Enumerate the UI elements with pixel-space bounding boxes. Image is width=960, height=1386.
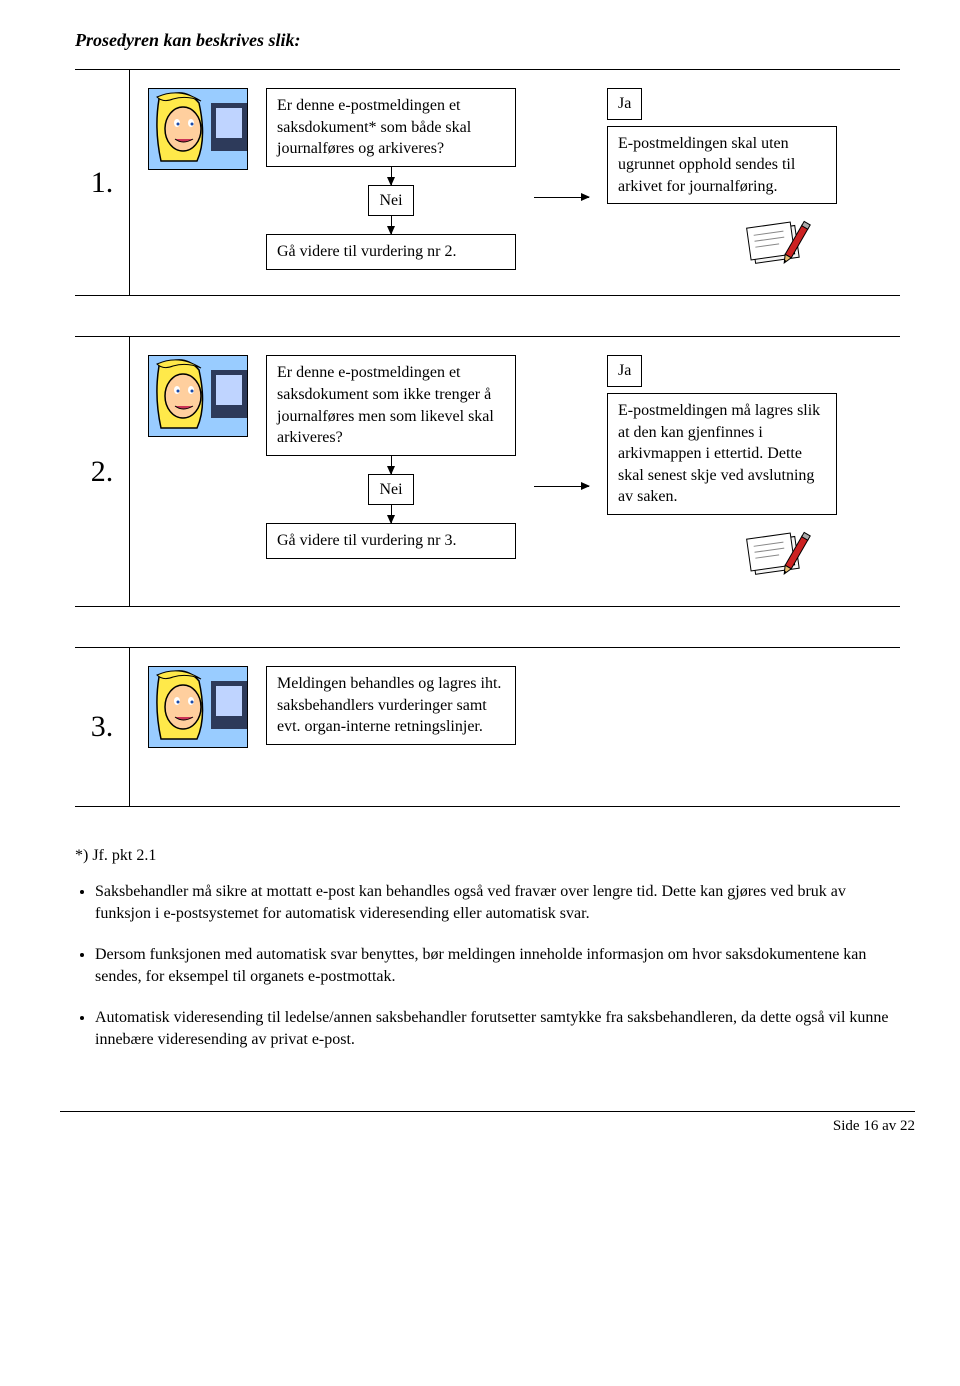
step-3-number: 3. [75,648,130,806]
step-2-no-action: Gå videre til vurdering nr 3. [266,523,516,559]
step-1-number: 1. [75,70,130,295]
step-3-flow: Meldingen behandles og lagres iht. saksb… [266,666,516,745]
arrow-right-icon [534,486,589,487]
step-2-yes-label: Ja [607,355,642,387]
step-2-row: 2. Er denne e-postmeldinge [75,336,900,607]
step-1-row: 1. Er denne e-postmeldinge [75,69,900,296]
step-1-flow: Er denne e-postmeldingen et saksdokument… [266,88,516,270]
person-computer-illustration [148,666,248,748]
step-2-no-label: Nei [368,474,413,506]
person-computer-illustration [148,88,248,170]
bullet-item: Saksbehandler må sikre at mottatt e-post… [95,881,900,926]
step-2-question-box: Er denne e-postmeldingen et saksdokument… [266,355,516,455]
step-2-yes-col: Ja E-postmeldingen må lagres slik at den… [607,355,837,588]
procedure-heading: Prosedyren kan beskrives slik: [75,30,900,51]
step-3-result-box: Meldingen behandles og lagres iht. saksb… [266,666,516,745]
person-computer-illustration [148,355,248,437]
arrow-right-icon [534,197,589,198]
step-2-flow: Er denne e-postmeldingen et saksdokument… [266,355,516,559]
papers-pen-illustration [739,214,817,277]
step-1-yes-label: Ja [607,88,642,120]
step-1-yes-result: E-postmeldingen skal uten ugrunnet oppho… [607,126,837,205]
footnote-ref: *) Jf. pkt 2.1 [75,847,900,865]
step-1-no-action: Gå videre til vurdering nr 2. [266,234,516,270]
step-1-question-box: Er denne e-postmeldingen et saksdokument… [266,88,516,167]
bullet-list: Saksbehandler må sikre at mottatt e-post… [75,881,900,1051]
bullet-item: Dersom funksjonen med automatisk svar be… [95,944,900,989]
papers-pen-illustration [739,525,817,588]
step-1-yes-col: Ja E-postmeldingen skal uten ugrunnet op… [607,88,837,277]
step-2-yes-result: E-postmeldingen må lagres slik at den ka… [607,393,837,515]
step-2-number: 2. [75,337,130,606]
step-3-row: 3. Meldingen behandles og [75,647,900,807]
step-1-no-label: Nei [368,185,413,217]
page-footer: Side 16 av 22 [60,1111,915,1135]
bullet-item: Automatisk videresending til ledelse/ann… [95,1007,900,1052]
